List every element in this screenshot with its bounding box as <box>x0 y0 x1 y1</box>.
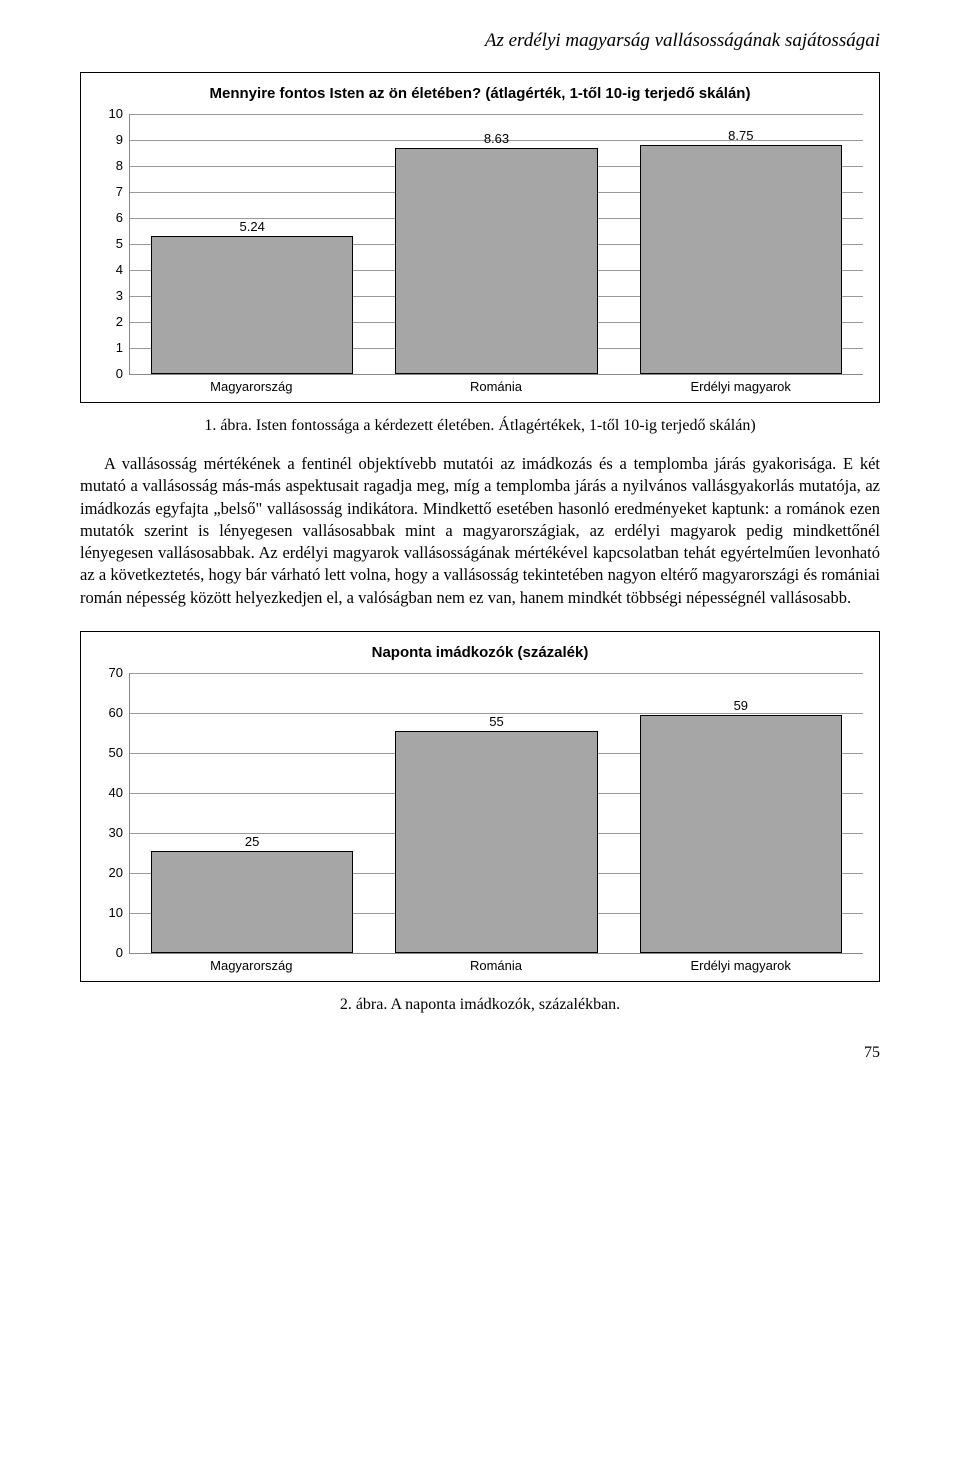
chart1-container: Mennyire fontos Isten az ön életében? (á… <box>80 72 880 403</box>
bar-slot: 25 <box>130 673 374 953</box>
x-tick: Magyarország <box>129 958 374 973</box>
chart2-caption: 2. ábra. A naponta imádkozók, százalékba… <box>80 996 880 1014</box>
page: Az erdélyi magyarság vallásosságának saj… <box>0 0 960 1102</box>
chart2-y-axis: 010203040506070 <box>97 673 129 953</box>
chart1-bars: 5.248.638.75 <box>130 114 863 374</box>
chart2-plot: 255559 <box>129 673 863 954</box>
chart2-title: Naponta imádkozók (százalék) <box>97 644 863 661</box>
bar-value-label: 55 <box>396 714 596 729</box>
bar-value-label: 59 <box>641 698 841 713</box>
chart1-y-axis: 012345678910 <box>97 114 129 374</box>
bar-slot: 5.24 <box>130 114 374 374</box>
bar: 8.75 <box>640 145 842 375</box>
bar-value-label: 8.75 <box>641 128 841 143</box>
x-tick: Magyarország <box>129 379 374 394</box>
chart2-area: 010203040506070 255559 <box>97 673 863 954</box>
x-tick: Erdélyi magyarok <box>618 958 863 973</box>
chart1-area: 012345678910 5.248.638.75 <box>97 114 863 375</box>
chart2-bars: 255559 <box>130 673 863 953</box>
bar: 55 <box>395 731 597 953</box>
bar: 5.24 <box>151 236 353 374</box>
chart2-container: Naponta imádkozók (százalék) 01020304050… <box>80 631 880 982</box>
bar-value-label: 25 <box>152 834 352 849</box>
chart2-x-axis: MagyarországRomániaErdélyi magyarok <box>129 958 863 973</box>
x-tick: Románia <box>374 958 619 973</box>
page-number: 75 <box>80 1044 880 1062</box>
bar: 25 <box>151 851 353 953</box>
bar-slot: 8.75 <box>619 114 863 374</box>
bar-value-label: 5.24 <box>152 219 352 234</box>
chart1-x-axis: MagyarországRomániaErdélyi magyarok <box>129 379 863 394</box>
bar-slot: 59 <box>619 673 863 953</box>
x-tick: Erdélyi magyarok <box>618 379 863 394</box>
page-header-title: Az erdélyi magyarság vallásosságának saj… <box>80 30 880 52</box>
bar: 8.63 <box>395 148 597 374</box>
bar: 59 <box>640 715 842 953</box>
bar-slot: 55 <box>374 673 618 953</box>
bar-value-label: 8.63 <box>396 131 596 146</box>
body-paragraph: A vallásosság mértékének a fentinél obje… <box>80 453 880 609</box>
chart1-title: Mennyire fontos Isten az ön életében? (á… <box>97 85 863 102</box>
bar-slot: 8.63 <box>374 114 618 374</box>
chart1-plot: 5.248.638.75 <box>129 114 863 375</box>
x-tick: Románia <box>374 379 619 394</box>
body-paragraph-text: A vallásosság mértékének a fentinél obje… <box>80 453 880 609</box>
chart1-caption: 1. ábra. Isten fontossága a kérdezett él… <box>80 417 880 435</box>
